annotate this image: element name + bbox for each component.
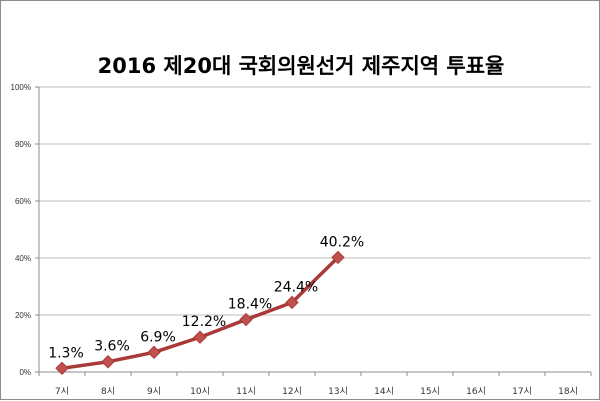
x-tick-label: 10시 bbox=[190, 386, 210, 397]
y-tick-label: 100% bbox=[11, 83, 31, 92]
y-axis-ticks: 0% 20% 40% 60% 80% 100% bbox=[11, 83, 31, 377]
x-tick-label: 7시 bbox=[55, 386, 69, 397]
axes bbox=[35, 86, 592, 376]
x-tick-label: 8시 bbox=[101, 386, 115, 397]
data-label: 1.3% bbox=[48, 345, 84, 361]
data-point-marker bbox=[239, 312, 253, 327]
data-label: 12.2% bbox=[182, 314, 226, 330]
data-point-marker bbox=[147, 345, 161, 360]
y-tick-label: 40% bbox=[15, 254, 31, 263]
x-tick-label: 13시 bbox=[328, 386, 348, 397]
data-point-marker bbox=[55, 361, 69, 376]
x-tick-label: 17시 bbox=[512, 386, 532, 397]
data-point-marker bbox=[331, 250, 345, 265]
chart-title: 2016 제20대 국회의원선거 제주지역 투표율 bbox=[98, 54, 505, 78]
y-tick-label: 0% bbox=[19, 368, 31, 377]
y-tick-label: 60% bbox=[15, 197, 31, 206]
y-tick-label: 20% bbox=[15, 311, 31, 320]
data-point-marker bbox=[101, 355, 115, 369]
data-point-marker bbox=[285, 295, 299, 310]
data-label: 24.4% bbox=[274, 279, 318, 295]
x-axis-ticks: 7시 8시 9시 10시 11시 12시 13시 14시 15시 16시 17시 18시 bbox=[55, 386, 578, 397]
x-tick-label: 15시 bbox=[420, 386, 440, 397]
data-label: 18.4% bbox=[228, 297, 272, 313]
x-tick-label: 16시 bbox=[466, 386, 486, 397]
data-label: 6.9% bbox=[140, 329, 176, 345]
gridlines bbox=[39, 86, 591, 316]
data-label: 3.6% bbox=[94, 339, 130, 355]
data-label: 40.2% bbox=[320, 234, 364, 250]
x-tick-label: 18시 bbox=[558, 386, 578, 397]
x-tick-label: 9시 bbox=[147, 386, 161, 397]
y-tick-label: 80% bbox=[15, 140, 31, 149]
series-markers bbox=[55, 250, 345, 376]
x-tick-label: 12시 bbox=[282, 386, 302, 397]
x-tick-label: 14시 bbox=[374, 386, 394, 397]
data-labels: 1.3% 3.6% 6.9% 12.2%18.4%24.4% 40.2% bbox=[48, 234, 364, 361]
data-point-marker bbox=[193, 330, 207, 344]
x-tick-label: 11시 bbox=[236, 386, 256, 397]
